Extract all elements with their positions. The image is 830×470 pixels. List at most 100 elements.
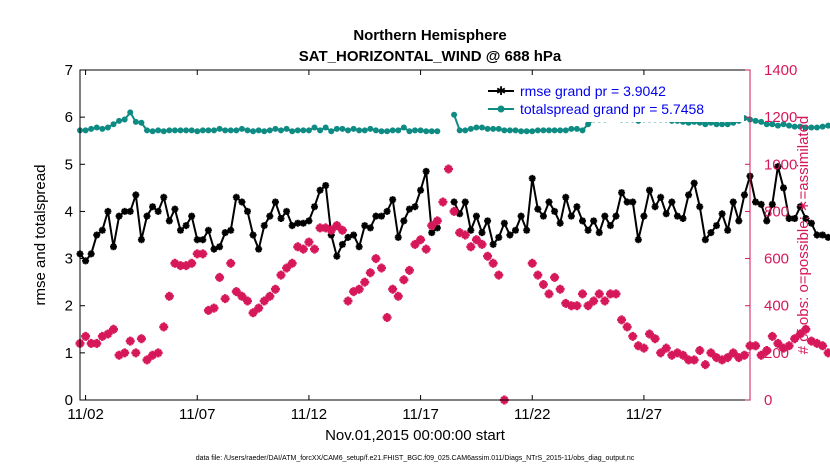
- series-0-point-124: [768, 200, 776, 208]
- series-2-point-1: [81, 331, 91, 341]
- series-1-point-127: [786, 122, 793, 129]
- series-0-point-48: [344, 233, 352, 241]
- series-0-line-1: [453, 166, 830, 247]
- series-2-point-67: [449, 206, 459, 216]
- series-2-point-114: [712, 353, 721, 363]
- series-1-point-131: [808, 124, 815, 131]
- series-2-point-66: [444, 164, 453, 174]
- series-0-point-19: [182, 222, 190, 230]
- series-1-point-37: [283, 125, 290, 132]
- series-0-point-1: [82, 257, 90, 265]
- series-2-point-84: [544, 289, 554, 299]
- series-2-point-91: [583, 301, 593, 311]
- series-2-point-53: [371, 254, 381, 264]
- series-1-point-3: [93, 124, 100, 131]
- series-1-point-61: [417, 127, 424, 134]
- series-0-point-100: [634, 236, 642, 244]
- series-0-point-82: [534, 205, 542, 213]
- series-1-point-53: [372, 127, 379, 134]
- series-2-point-51: [360, 277, 370, 287]
- y-left-tick-label-2: 2: [65, 298, 73, 315]
- series-0-point-4: [98, 226, 106, 234]
- series-2-point-50: [354, 284, 364, 294]
- x-tick-label-2: 11/12: [291, 406, 327, 423]
- series-1-point-58: [400, 124, 407, 131]
- series-0-point-32: [255, 245, 263, 253]
- series-1-point-52: [367, 125, 374, 132]
- legend-spread-marker: [497, 105, 505, 113]
- series-0-point-23: [204, 226, 212, 234]
- series-0-point-9: [126, 207, 134, 215]
- series-0-point-58: [400, 217, 408, 225]
- series-2-point-55: [382, 313, 392, 322]
- series-2-point-116: [723, 353, 733, 363]
- y-axis-right-label: # of obs: o=possible; ∗=assimilated: [795, 116, 812, 355]
- legend-box: [484, 80, 744, 122]
- series-1-point-23: [205, 127, 212, 134]
- y-right-tick-label-4: 800: [764, 203, 789, 220]
- series-0-point-16: [165, 217, 173, 225]
- series-0-point-54: [378, 212, 385, 220]
- series-0-point-94: [601, 212, 609, 220]
- y-left-tick-label-4: 4: [65, 203, 73, 220]
- series-0-point-76: [500, 219, 508, 227]
- series-1-point-38: [289, 128, 296, 135]
- series-1-point-1: [82, 127, 89, 134]
- series-2-point-86: [555, 284, 565, 294]
- series-0-point-10: [132, 191, 140, 199]
- series-2-point-29: [237, 291, 247, 301]
- series-0-point-106: [668, 198, 676, 206]
- series-2-point-28: [231, 287, 241, 297]
- series-0-point-98: [623, 198, 631, 206]
- series-0-point-62: [422, 167, 430, 175]
- series-0-point-43: [316, 186, 324, 194]
- series-0-point-116: [724, 226, 732, 234]
- series-1-point-36: [278, 127, 284, 134]
- series-2-point-49: [349, 287, 359, 297]
- series-1-point-80: [523, 128, 530, 135]
- series-0-point-38: [288, 222, 296, 230]
- series-2-point-35: [270, 284, 280, 294]
- series-2-point-101: [639, 343, 649, 353]
- chart-subtitle: SAT_HORIZONTAL_WIND @ 688 hPa: [299, 48, 562, 65]
- series-0-point-7: [115, 212, 123, 220]
- series-0-point-50: [355, 243, 363, 251]
- series-2-point-18: [176, 261, 185, 271]
- series-1-point-87: [562, 127, 569, 134]
- series-0-point-89: [573, 203, 581, 211]
- series-0-point-114: [713, 222, 720, 230]
- series-0-point-2: [87, 250, 95, 258]
- series-2-point-85: [550, 272, 560, 282]
- series-1-point-5: [104, 124, 111, 131]
- series-0-point-46: [333, 252, 341, 260]
- series-0-point-56: [389, 196, 397, 204]
- series-0-point-108: [679, 215, 687, 222]
- series-2-point-130: [801, 324, 811, 334]
- series-2-point-99: [628, 331, 638, 341]
- series-1-point-79: [518, 128, 525, 135]
- series-0-point-68: [456, 210, 464, 218]
- series-0-point-71: [472, 212, 480, 220]
- x-axis-label: Nov.01,2015 00:00:00 start: [325, 427, 506, 444]
- series-2-point-92: [589, 296, 599, 306]
- series-2-point-103: [650, 334, 660, 344]
- series-0-point-39: [294, 219, 302, 227]
- legend: ✱ rmse grand pr = 3.9042 totalspread gra…: [484, 80, 744, 122]
- x-axis: 11/02 11/07 11/12 11/17 11/22 11/27: [67, 70, 662, 423]
- series-0-point-74: [489, 240, 497, 248]
- series-0-point-67: [450, 198, 458, 206]
- series-0-point-130: [802, 215, 810, 222]
- series-1-point-67: [451, 111, 458, 118]
- series-1-point-54: [378, 128, 385, 135]
- series-0-point-28: [232, 193, 240, 201]
- series-1-point-50: [356, 127, 363, 134]
- series-1-point-122: [758, 118, 765, 125]
- series-2-point-119: [739, 350, 749, 360]
- series-2-point-108: [678, 350, 688, 360]
- series-2-point-5: [103, 329, 113, 339]
- series-0-point-93: [595, 229, 603, 237]
- series-2-point-128: [790, 334, 800, 344]
- series-2-point-22: [198, 249, 208, 259]
- series-0-point-95: [606, 222, 614, 230]
